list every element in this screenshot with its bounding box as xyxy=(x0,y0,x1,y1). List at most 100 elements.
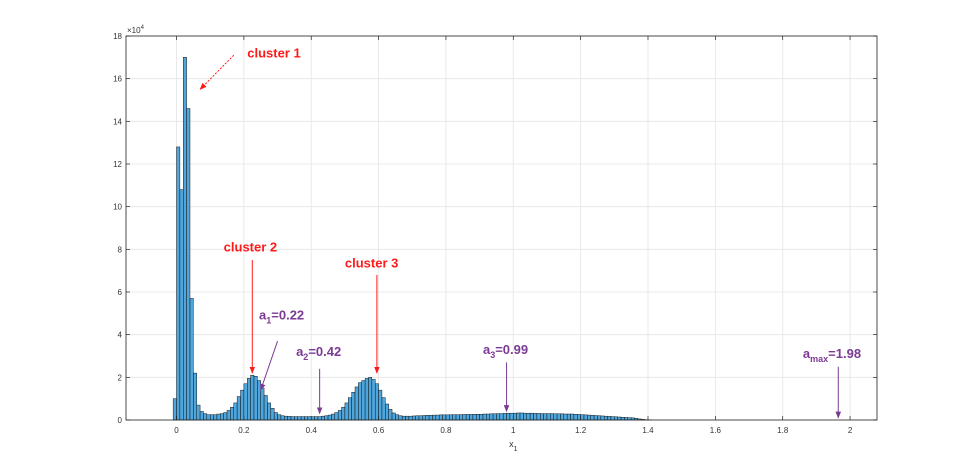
histogram-bar xyxy=(368,377,373,421)
x-tick-label: 1.6 xyxy=(710,426,722,435)
histogram-bar xyxy=(610,416,615,421)
histogram-bar xyxy=(243,383,248,421)
histogram-bar xyxy=(297,416,302,421)
histogram-bar xyxy=(196,404,201,421)
histogram-bar xyxy=(553,413,558,421)
x-tick-label: 0.8 xyxy=(440,426,452,435)
histogram-bar xyxy=(193,372,197,421)
histogram-bar xyxy=(310,416,315,421)
histogram-bar xyxy=(247,378,251,421)
histogram-bar xyxy=(418,415,423,421)
a2-label: a2=0.42 xyxy=(296,344,341,362)
histogram-bar xyxy=(351,392,356,421)
histogram-bar xyxy=(496,413,501,421)
histogram-bar xyxy=(280,415,285,421)
histogram-bar xyxy=(550,413,554,421)
histogram-bar xyxy=(183,57,187,421)
x-tick-label: 0.2 xyxy=(238,426,250,435)
histogram-bar xyxy=(543,413,548,421)
histogram-bar xyxy=(445,414,450,421)
histogram-bar xyxy=(614,416,618,421)
histogram-bar xyxy=(536,413,541,421)
histogram-bar xyxy=(506,412,511,421)
histogram-bar xyxy=(519,412,524,421)
y-exponent-label: ×104 xyxy=(127,25,145,35)
histogram-bar xyxy=(597,415,602,421)
histogram-bar xyxy=(209,414,214,421)
histogram-bar xyxy=(216,413,221,421)
histogram-bar xyxy=(570,413,575,421)
histogram-bar xyxy=(189,298,194,421)
histogram-bar xyxy=(590,415,595,421)
histogram-bar xyxy=(317,416,322,421)
y-tick-label: 18 xyxy=(113,32,122,41)
histogram-bar xyxy=(620,417,625,421)
histogram-bar xyxy=(526,412,531,421)
histogram-bar xyxy=(172,398,177,421)
annotations: cluster 1 cluster 2 cluster 3 a1=0.22 a2=0.4… xyxy=(199,45,861,419)
histogram-bar xyxy=(563,413,568,421)
histogram-bar xyxy=(199,411,204,421)
histogram-bar xyxy=(513,412,517,421)
y-tick-label: 2 xyxy=(118,373,123,382)
histogram-bar xyxy=(344,402,349,421)
histogram-bar xyxy=(573,414,578,421)
histogram-bar xyxy=(583,414,588,421)
histogram-bar xyxy=(277,414,282,421)
histogram-bar xyxy=(412,415,416,421)
histogram-bar xyxy=(236,396,241,421)
x-axis-label: x1 xyxy=(509,439,518,453)
axes-box xyxy=(125,35,878,421)
histogram-bar xyxy=(492,413,497,421)
x-tick-label: 1.2 xyxy=(575,426,587,435)
cluster3-label: cluster 3 xyxy=(345,255,398,270)
x-tick-label: 0.6 xyxy=(373,426,385,435)
histogram-bar xyxy=(284,415,288,421)
histogram-bar xyxy=(267,402,272,421)
cluster2-label: cluster 2 xyxy=(224,239,277,254)
a3-label: a3=0.99 xyxy=(483,342,528,360)
histogram-bar xyxy=(593,415,598,421)
histogram-bar xyxy=(516,412,521,421)
y-tick-label: 10 xyxy=(113,203,122,212)
cluster1-label: cluster 1 xyxy=(247,45,300,60)
histogram-bar xyxy=(469,414,474,421)
histogram-bar xyxy=(294,416,298,421)
histogram-bar xyxy=(617,416,622,421)
histogram-bar xyxy=(179,189,184,421)
y-tick-label: 12 xyxy=(113,160,122,169)
x-tick-label: 1.8 xyxy=(777,426,789,435)
histogram-bar xyxy=(371,379,376,421)
histogram-bar xyxy=(499,413,504,421)
histogram-bar xyxy=(230,406,234,421)
x-tick-label: 0.4 xyxy=(306,426,318,435)
y-tick-label: 0 xyxy=(118,416,123,425)
histogram-bar xyxy=(566,413,571,421)
y-tick-label: 4 xyxy=(118,331,123,340)
histogram-bar xyxy=(472,414,477,421)
histogram-bar xyxy=(401,415,406,421)
histogram-bar xyxy=(354,386,359,421)
histogram-bar xyxy=(334,412,339,421)
y-tick-label: 16 xyxy=(113,75,122,84)
a1-label: a1=0.22 xyxy=(259,308,304,326)
y-tick-label: 6 xyxy=(118,288,123,297)
histogram-bar xyxy=(415,415,420,421)
histogram-bar xyxy=(348,397,352,421)
histogram-bar xyxy=(398,415,403,421)
histogram-bar xyxy=(452,414,457,421)
histogram-bar xyxy=(540,413,544,421)
histogram-bar xyxy=(509,412,514,421)
histogram-bar xyxy=(213,414,218,421)
histogram-bar xyxy=(486,413,490,421)
grid-lines xyxy=(126,35,877,421)
histogram-bar xyxy=(395,414,400,421)
cluster1-arrow xyxy=(199,54,235,90)
histogram-bar xyxy=(186,108,191,421)
x-tick-label: 0 xyxy=(174,426,179,435)
histogram-bar xyxy=(405,415,410,421)
x-tick-label: 1.4 xyxy=(642,426,654,435)
histogram-bar xyxy=(529,412,534,421)
histogram-bar xyxy=(455,414,460,421)
